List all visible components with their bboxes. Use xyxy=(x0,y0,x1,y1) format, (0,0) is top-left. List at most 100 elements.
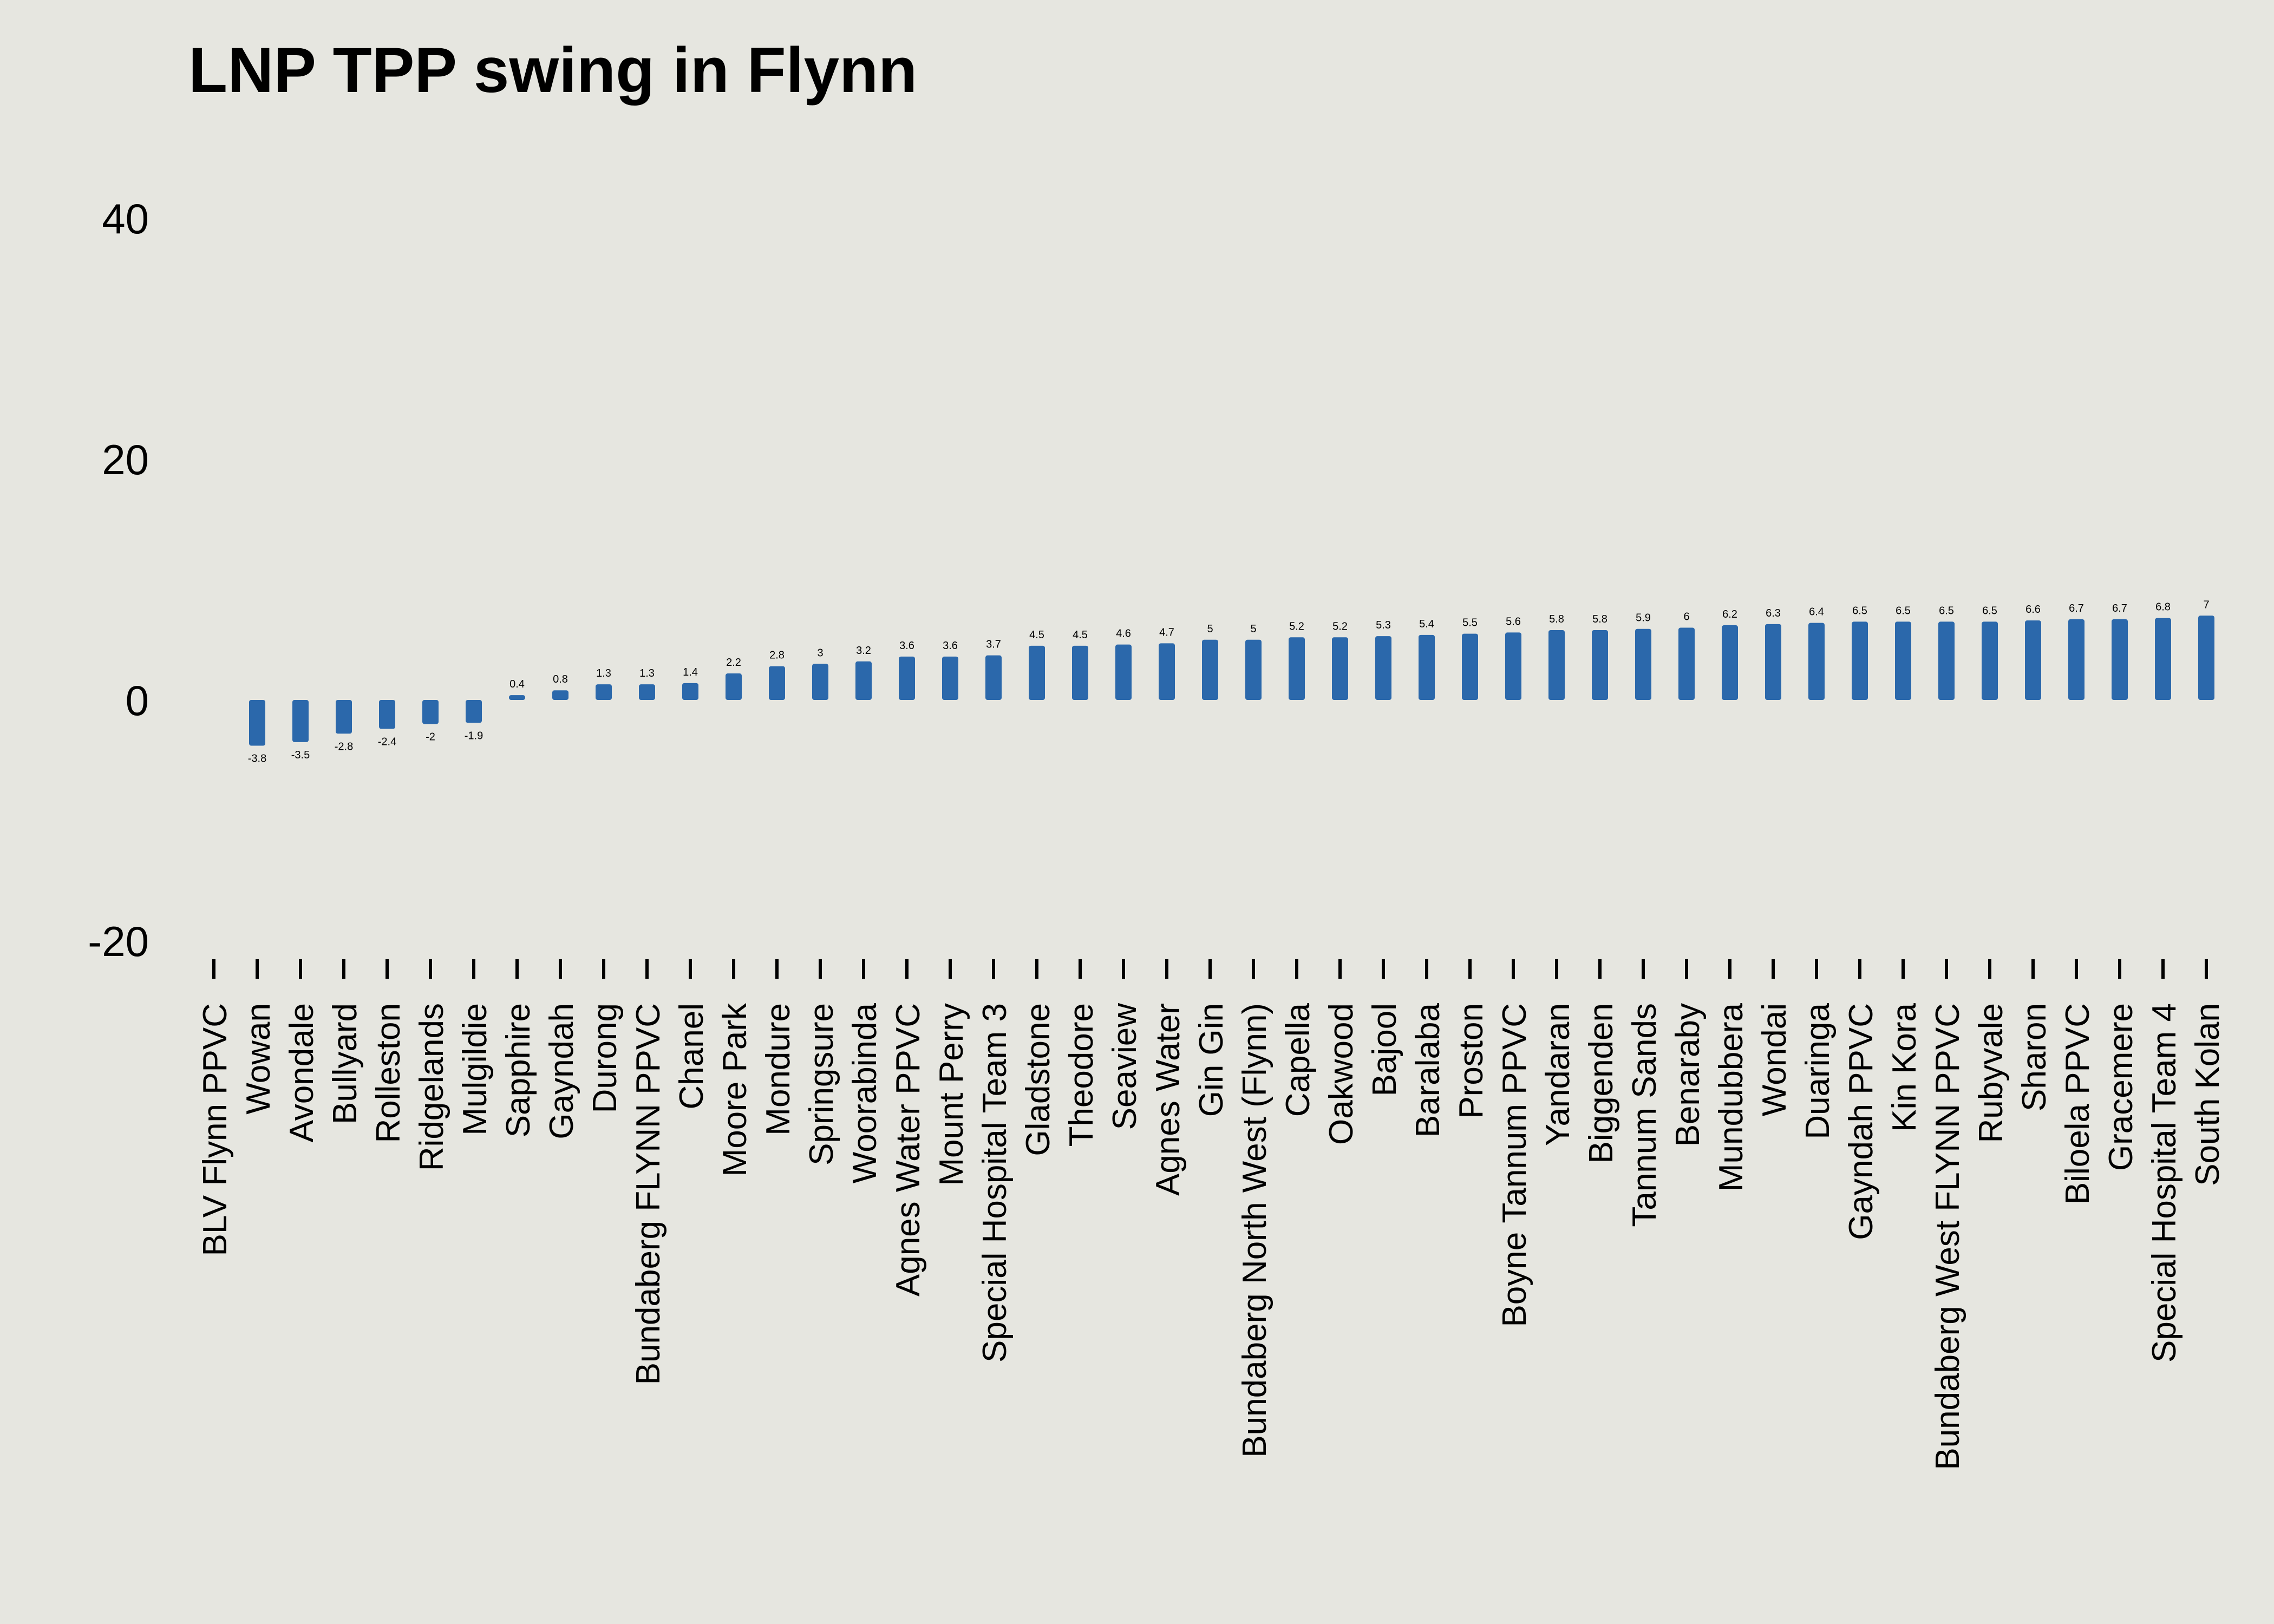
x-tick-label: Avondale xyxy=(283,1003,321,1142)
x-tick-label: Baralaba xyxy=(1409,1003,1447,1137)
data-label: 1.3 xyxy=(596,667,611,679)
bar xyxy=(292,700,309,742)
bar xyxy=(1202,639,1218,700)
data-label: 2.2 xyxy=(726,657,741,669)
x-tick-label: Special Hospital Team 3 xyxy=(976,1003,1014,1363)
bar xyxy=(1895,621,1911,700)
bar xyxy=(855,661,872,700)
x-tick-label: Rubyvale xyxy=(1972,1003,2010,1143)
data-label: -3.5 xyxy=(291,749,310,761)
bar xyxy=(1548,630,1565,700)
data-label: 5.9 xyxy=(1636,612,1651,624)
data-label: 6.5 xyxy=(1982,605,1997,617)
bar xyxy=(942,656,958,700)
x-tick-label: Theodore xyxy=(1063,1003,1100,1147)
data-label: 6.5 xyxy=(1852,605,1867,617)
x-tick-label: Springsure xyxy=(803,1003,840,1165)
data-label: 6 xyxy=(1683,611,1689,623)
data-label: 7 xyxy=(2203,599,2209,611)
x-tick-label: Moore Park xyxy=(716,1003,754,1176)
data-label: 5 xyxy=(1207,623,1213,635)
bar xyxy=(2112,619,2128,700)
chart-title: LNP TPP swing in Flynn xyxy=(188,35,918,106)
y-tick-label: 20 xyxy=(102,436,149,483)
x-tick-label: Bajool xyxy=(1366,1003,1403,1096)
data-label: 0.4 xyxy=(509,678,525,690)
x-tick-label: Agnes Water xyxy=(1149,1003,1187,1196)
x-tick-label: Bundaberg North West (Flynn) xyxy=(1236,1003,1273,1458)
data-label: 6.5 xyxy=(1896,605,1911,617)
bar xyxy=(1159,643,1175,700)
x-tick-label: Chanel xyxy=(673,1003,710,1109)
data-label: 5.5 xyxy=(1462,617,1478,629)
x-tick-label: Duaringa xyxy=(1799,1003,1837,1139)
data-label: -2 xyxy=(426,731,435,743)
y-tick-label: 40 xyxy=(102,195,149,243)
y-tick-label: 0 xyxy=(126,677,149,724)
bar xyxy=(422,700,439,724)
data-label: 6.8 xyxy=(2155,601,2171,613)
bar xyxy=(1029,645,1045,700)
bar xyxy=(466,700,482,723)
bar xyxy=(2155,618,2171,700)
data-label: 5.6 xyxy=(1506,615,1521,627)
data-label: 6.2 xyxy=(1722,608,1737,620)
data-label: -3.8 xyxy=(248,753,266,765)
data-label: 4.5 xyxy=(1073,629,1088,641)
data-label: -2.8 xyxy=(335,741,353,752)
x-tick-label: Mount Perry xyxy=(933,1003,970,1186)
bar xyxy=(812,664,828,700)
x-tick-label: Benaraby xyxy=(1669,1003,1707,1147)
bar xyxy=(639,684,655,700)
x-tick-label: Gin Gin xyxy=(1193,1003,1230,1117)
data-label: 5.2 xyxy=(1332,620,1348,632)
x-tick-label: Gladstone xyxy=(1020,1003,1057,1156)
bar xyxy=(769,666,785,700)
data-label: 6.3 xyxy=(1766,607,1781,619)
data-label: 3.7 xyxy=(986,639,1001,651)
bar xyxy=(1115,644,1132,700)
data-label: 4.7 xyxy=(1159,626,1174,638)
x-tick-label: South Kolan xyxy=(2189,1003,2226,1186)
bar xyxy=(726,673,742,700)
bar xyxy=(1808,623,1825,700)
x-tick-label: Kin Kora xyxy=(1886,1003,1923,1131)
data-label: 5.3 xyxy=(1376,619,1391,631)
x-tick-label: Agnes Water PPVC xyxy=(890,1003,927,1296)
x-tick-label: Bundaberg FLYNN PPVC xyxy=(630,1003,667,1385)
bar xyxy=(336,700,352,734)
x-tick-label: Sharon xyxy=(2016,1003,2053,1111)
x-tick-label: Mundubbera xyxy=(1713,1003,1750,1191)
data-label: 3 xyxy=(817,647,823,659)
x-tick-label: Gayndah xyxy=(543,1003,580,1140)
data-label: 6.7 xyxy=(2069,603,2084,614)
bar xyxy=(1765,624,1781,700)
x-tick-label: Bullyard xyxy=(326,1003,364,1124)
bar xyxy=(552,690,568,700)
bar xyxy=(509,695,525,700)
bar xyxy=(1722,625,1738,700)
bar xyxy=(1072,645,1088,700)
x-tick-label: Bundaberg West FLYNN PPVC xyxy=(1929,1003,1966,1470)
x-tick-label: Biloela PPVC xyxy=(2059,1003,2096,1204)
x-tick-label: Special Hospital Team 4 xyxy=(2146,1003,2183,1363)
x-tick-label: Mulgildie xyxy=(456,1003,494,1136)
data-label: 3.2 xyxy=(856,645,871,657)
x-tick-label: Capella xyxy=(1279,1003,1317,1117)
bar xyxy=(899,656,915,700)
x-tick-label: Gracemere xyxy=(2102,1003,2140,1171)
bar xyxy=(1462,633,1478,700)
bar xyxy=(1419,634,1435,700)
bar xyxy=(1505,632,1521,700)
bar xyxy=(249,700,265,746)
x-tick-label: Wowan xyxy=(240,1003,277,1115)
bar xyxy=(379,700,395,729)
x-tick-label: Durong xyxy=(586,1003,624,1113)
x-tick-label: Oakwood xyxy=(1323,1003,1360,1145)
data-label: 6.6 xyxy=(2025,604,2041,615)
x-tick-label: BLV Flynn PPVC xyxy=(197,1003,234,1256)
data-label: 5 xyxy=(1250,623,1256,635)
data-label: 5.2 xyxy=(1289,620,1304,632)
